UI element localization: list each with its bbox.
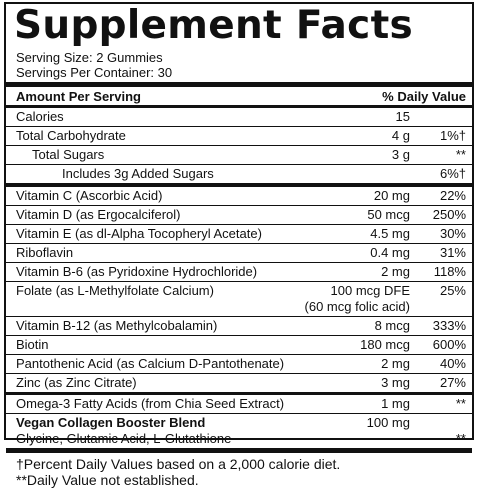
nutrient-row-folate: Folate (as L-Methylfolate Calcium) 100 m…	[6, 282, 472, 317]
nutrient-amount: 2 mg	[381, 356, 410, 371]
blend-names: Vegan Collagen Booster Blend Glycine, Gl…	[16, 415, 300, 447]
nutrient-row-vitamin-e: Vitamin E (as dl-Alpha Tocopheryl Acetat…	[6, 225, 472, 244]
section-divider	[6, 392, 472, 395]
nutrient-amount: 20 mg	[373, 188, 410, 203]
panel-title: Supplement Facts	[14, 3, 414, 48]
nutrient-name: Biotin	[16, 337, 49, 352]
folate-amount-line2: (60 mcg folic acid)	[304, 299, 410, 314]
nutrient-row-added-sugars: Includes 3g Added Sugars 6%†	[6, 165, 472, 184]
serving-size: Serving Size: 2 Gummies	[16, 50, 163, 65]
nutrient-name: Total Carbohydrate	[16, 128, 126, 143]
nutrient-row-zinc: Zinc (as Zinc Citrate) 3 mg 27%	[6, 374, 472, 392]
nutrient-name: Pantothenic Acid (as Calcium D-Pantothen…	[16, 356, 285, 371]
nutrient-row-omega-3: Omega-3 Fatty Acids (from Chia Seed Extr…	[6, 395, 472, 414]
nutrient-dv: 600%	[432, 337, 466, 352]
nutrient-name: Calories	[16, 109, 64, 124]
nutrient-name: Riboflavin	[16, 245, 74, 260]
nutrient-amount: 50 mcg	[367, 207, 410, 222]
nutrient-dv: **	[455, 147, 466, 162]
nutrient-dv: 40%	[439, 356, 466, 371]
servings-per-container: Servings Per Container: 30	[16, 65, 173, 80]
nutrient-name: Vitamin D (as Ergocalciferol)	[16, 207, 181, 222]
nutrient-row-vitamin-b6: Vitamin B-6 (as Pyridoxine Hydrochloride…	[6, 263, 472, 282]
nutrient-name: Folate (as L-Methylfolate Calcium)	[16, 283, 214, 298]
thick-divider	[6, 82, 472, 87]
nutrient-name: Zinc (as Zinc Citrate)	[16, 375, 137, 390]
nutrient-dv: 22%	[439, 188, 466, 203]
nutrient-row-vitamin-d: Vitamin D (as Ergocalciferol) 50 mcg 250…	[6, 206, 472, 225]
nutrient-row-calories: Calories 15	[6, 108, 472, 127]
nutrient-name: Vitamin B-6 (as Pyridoxine Hydrochloride…	[16, 264, 258, 279]
footnote-dv-not-established: **Daily Value not established.	[16, 472, 199, 488]
nutrient-amount: 4.5 mg	[370, 226, 410, 241]
nutrient-name: Omega-3 Fatty Acids (from Chia Seed Extr…	[16, 396, 285, 411]
nutrient-dv: 25%	[439, 283, 466, 298]
nutrient-row-biotin: Biotin 180 mcg 600%	[6, 336, 472, 355]
nutrient-row-vitamin-c: Vitamin C (Ascorbic Acid) 20 mg 22%	[6, 187, 472, 206]
nutrient-dv: 333%	[432, 318, 466, 333]
nutrient-amount: 8 mcg	[374, 318, 410, 333]
nutrient-amount: 2 mg	[381, 264, 410, 279]
nutrient-dv: **	[455, 396, 466, 411]
nutrient-amount: 15	[395, 109, 410, 124]
footnote-percent-dv: †Percent Daily Values based on a 2,000 c…	[16, 456, 341, 472]
blend-amount: 100 mg	[366, 415, 410, 430]
nutrient-name: Total Sugars	[32, 147, 105, 162]
nutrient-amount: 100 mcg DFE (60 mcg folic acid)	[300, 283, 410, 315]
nutrient-amount: 0.4 mg	[370, 245, 410, 260]
nutrient-amount: 180 mcg	[360, 337, 410, 352]
nutrient-dv: 118%	[433, 264, 466, 279]
nutrient-row-total-carbohydrate: Total Carbohydrate 4 g 1%†	[6, 127, 472, 146]
nutrient-dv: 30%	[439, 226, 466, 241]
nutrient-dv: 31%	[439, 245, 466, 260]
daily-value-label: % Daily Value	[382, 88, 466, 104]
blend-ingredients: Glycine, Glutamic Acid, L-Glutathione	[16, 431, 232, 446]
column-header: Amount Per Serving % Daily Value	[6, 87, 472, 105]
nutrient-row-pantothenic-acid: Pantothenic Acid (as Calcium D-Pantothen…	[6, 355, 472, 374]
header-divider	[6, 105, 472, 108]
amount-per-serving-label: Amount Per Serving	[16, 88, 141, 104]
nutrient-name: Vitamin B-12 (as Methylcobalamin)	[16, 318, 218, 333]
nutrient-dv: 6%†	[439, 166, 466, 181]
section-divider	[6, 184, 472, 187]
nutrient-amount: 4 g	[391, 128, 410, 143]
nutrient-amount: 3 g	[391, 147, 410, 162]
nutrient-row-vitamin-b12: Vitamin B-12 (as Methylcobalamin) 8 mcg …	[6, 317, 472, 336]
nutrient-dv: 27%	[439, 375, 466, 390]
blend-name: Vegan Collagen Booster Blend	[16, 415, 206, 430]
nutrient-dv: 250%	[432, 207, 466, 222]
nutrient-row-total-sugars: Total Sugars 3 g **	[6, 146, 472, 165]
folate-amount-line1: 100 mcg DFE	[330, 283, 410, 298]
blend-row: Vegan Collagen Booster Blend Glycine, Gl…	[6, 414, 472, 448]
nutrient-amount: 3 mg	[381, 375, 410, 390]
supplement-facts-panel: Supplement Facts Serving Size: 2 Gummies…	[4, 2, 474, 488]
nutrient-name: Vitamin E (as dl-Alpha Tocopheryl Acetat…	[16, 226, 262, 241]
nutrient-name: Includes 3g Added Sugars	[62, 166, 214, 181]
nutrient-row-riboflavin: Riboflavin 0.4 mg 31%	[6, 244, 472, 263]
nutrient-amount: 1 mg	[381, 396, 410, 411]
nutrient-dv: 1%†	[439, 128, 466, 143]
nutrient-name: Vitamin C (Ascorbic Acid)	[16, 188, 163, 203]
blend-dv: **	[455, 431, 466, 446]
